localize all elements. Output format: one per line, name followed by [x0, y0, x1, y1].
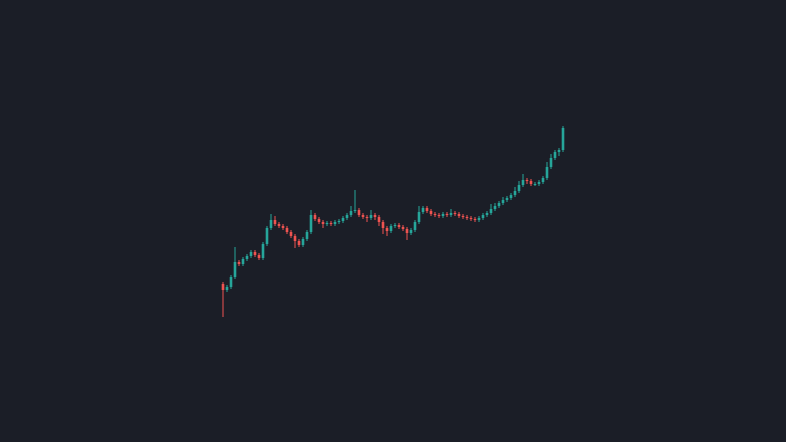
candle-body: [549, 158, 553, 167]
candle-body: [481, 215, 485, 218]
candle-body: [385, 228, 389, 231]
candle-body: [289, 232, 293, 236]
candle-body: [333, 222, 337, 224]
candle-body: [357, 210, 361, 215]
candle-body: [553, 152, 557, 158]
candle-body: [493, 206, 497, 209]
candle-body: [229, 277, 233, 287]
candle-body: [269, 220, 273, 228]
candle-body: [365, 217, 369, 218]
candle-body: [517, 185, 521, 191]
candle-body: [305, 232, 309, 239]
candle-body: [453, 213, 457, 214]
candle-body: [561, 128, 565, 150]
candle-body: [557, 150, 561, 152]
candle-body: [345, 215, 349, 218]
candle-body: [241, 259, 245, 264]
candle-body: [273, 220, 277, 224]
candle-body: [429, 211, 433, 214]
candle-body: [433, 214, 437, 215]
candle-body: [225, 287, 229, 290]
candle-body: [533, 184, 537, 185]
candle-body: [321, 222, 325, 224]
candle-body: [281, 226, 285, 228]
candle-body: [309, 215, 313, 232]
candle-body: [421, 208, 425, 212]
candle-body: [465, 217, 469, 218]
candle-body: [297, 241, 301, 245]
candle-body: [437, 215, 441, 216]
candle-body: [337, 221, 341, 222]
candle-body: [221, 284, 225, 290]
candle-body: [497, 203, 501, 206]
candle-body: [413, 222, 417, 230]
candle-body: [425, 208, 429, 211]
candle-body: [233, 262, 237, 277]
candle-body: [341, 218, 345, 221]
candle-body: [529, 181, 533, 184]
candle-body: [405, 229, 409, 233]
candle-body: [393, 225, 397, 226]
candle-body: [509, 195, 513, 198]
candle-body: [537, 182, 541, 184]
candle-body: [409, 230, 413, 233]
candle-body: [545, 167, 549, 178]
candle-body: [301, 239, 305, 245]
candle-body: [253, 252, 257, 255]
candle-body: [277, 224, 281, 226]
candle-body: [485, 213, 489, 215]
candle-body: [329, 223, 333, 224]
candle-body: [397, 225, 401, 227]
candle-body: [261, 244, 265, 258]
candle-body: [525, 180, 529, 181]
candle-body: [477, 218, 481, 220]
candle-body: [445, 214, 449, 215]
candle-body: [521, 180, 525, 185]
candle-body: [325, 223, 329, 224]
candle-body: [449, 213, 453, 215]
candle-body: [505, 198, 509, 200]
candle-body: [349, 211, 353, 215]
candle-body: [313, 215, 317, 219]
candle-body: [249, 252, 253, 256]
candle-body: [257, 255, 261, 258]
candle-body: [401, 227, 405, 229]
candle-body: [237, 262, 241, 264]
candle-body: [489, 209, 493, 213]
candle-body: [457, 214, 461, 216]
candle-body: [469, 218, 473, 219]
candle-body: [353, 210, 357, 211]
candle-body: [513, 191, 517, 195]
candle-body: [285, 228, 289, 232]
candle-body: [461, 216, 465, 217]
candle-body: [317, 219, 321, 222]
candle-body: [389, 226, 393, 231]
candle-body: [373, 215, 377, 217]
candle-body: [361, 215, 365, 217]
candle-body: [417, 212, 421, 222]
candle-body: [473, 219, 477, 220]
candle-body: [369, 215, 373, 218]
candle-body: [441, 214, 445, 216]
candle-body: [381, 222, 385, 228]
candle-body: [541, 178, 545, 182]
candle-body: [377, 217, 381, 222]
candle-body: [501, 200, 505, 203]
candle-body: [245, 256, 249, 259]
candle-body: [293, 236, 297, 241]
candle-body: [265, 228, 269, 244]
